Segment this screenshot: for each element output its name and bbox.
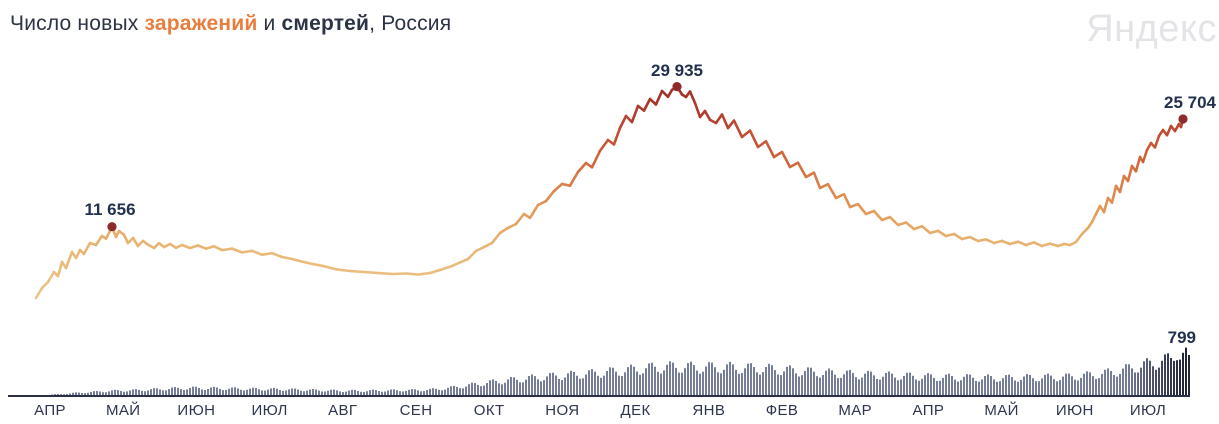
axis-label-month-14: ИЮН xyxy=(1055,402,1094,419)
axis-label-month-13: МАЙ xyxy=(984,402,1019,419)
peak-dot xyxy=(107,222,117,232)
peak-label-may-2020: 11 656 xyxy=(84,200,136,219)
axis-label-month-4: АВГ xyxy=(328,402,358,419)
axis-label-month-6: ОКТ xyxy=(473,402,505,419)
axis-label-month-12: АПР xyxy=(912,402,945,419)
axis-label-month-7: НОЯ xyxy=(545,402,580,419)
page-title: Число новых заражений и смертей, Россия xyxy=(10,12,451,36)
axis-label-month-11: МАР xyxy=(838,402,873,419)
title-prefix: Число новых xyxy=(10,12,145,35)
title-deaths-word: смертей xyxy=(281,12,370,35)
axis-label-month-1: МАЙ xyxy=(105,402,141,419)
axis-label-month-2: ИЮН xyxy=(177,402,216,419)
latest-infections-label: 25 704 xyxy=(1164,93,1216,112)
axis-label-month-5: СЕН xyxy=(399,402,433,419)
title-infections-word: заражений xyxy=(144,12,258,35)
infections-line xyxy=(34,85,1185,300)
axis-label-month-9: ЯНВ xyxy=(692,402,726,419)
latest-deaths-label: 799 xyxy=(1167,328,1196,347)
axis-label-month-15: ИЮЛ xyxy=(1129,402,1167,419)
yandex-logo: Яндекс xyxy=(1086,8,1217,50)
peak-dot xyxy=(672,82,682,92)
axis-label-month-10: ФЕВ xyxy=(765,402,799,419)
peak-dots xyxy=(107,82,1188,232)
title-conjunction: и xyxy=(257,12,282,35)
axis-label-month-8: ДЕК xyxy=(620,402,651,419)
peak-label-dec-2020: 29 935 xyxy=(651,61,703,80)
peak-dot xyxy=(1178,114,1188,124)
axis-label-month-0: АПР xyxy=(34,402,66,419)
axis-label-month-3: ИЮЛ xyxy=(251,402,288,419)
title-suffix: , Россия xyxy=(369,12,452,35)
deaths-bars xyxy=(36,347,1190,396)
